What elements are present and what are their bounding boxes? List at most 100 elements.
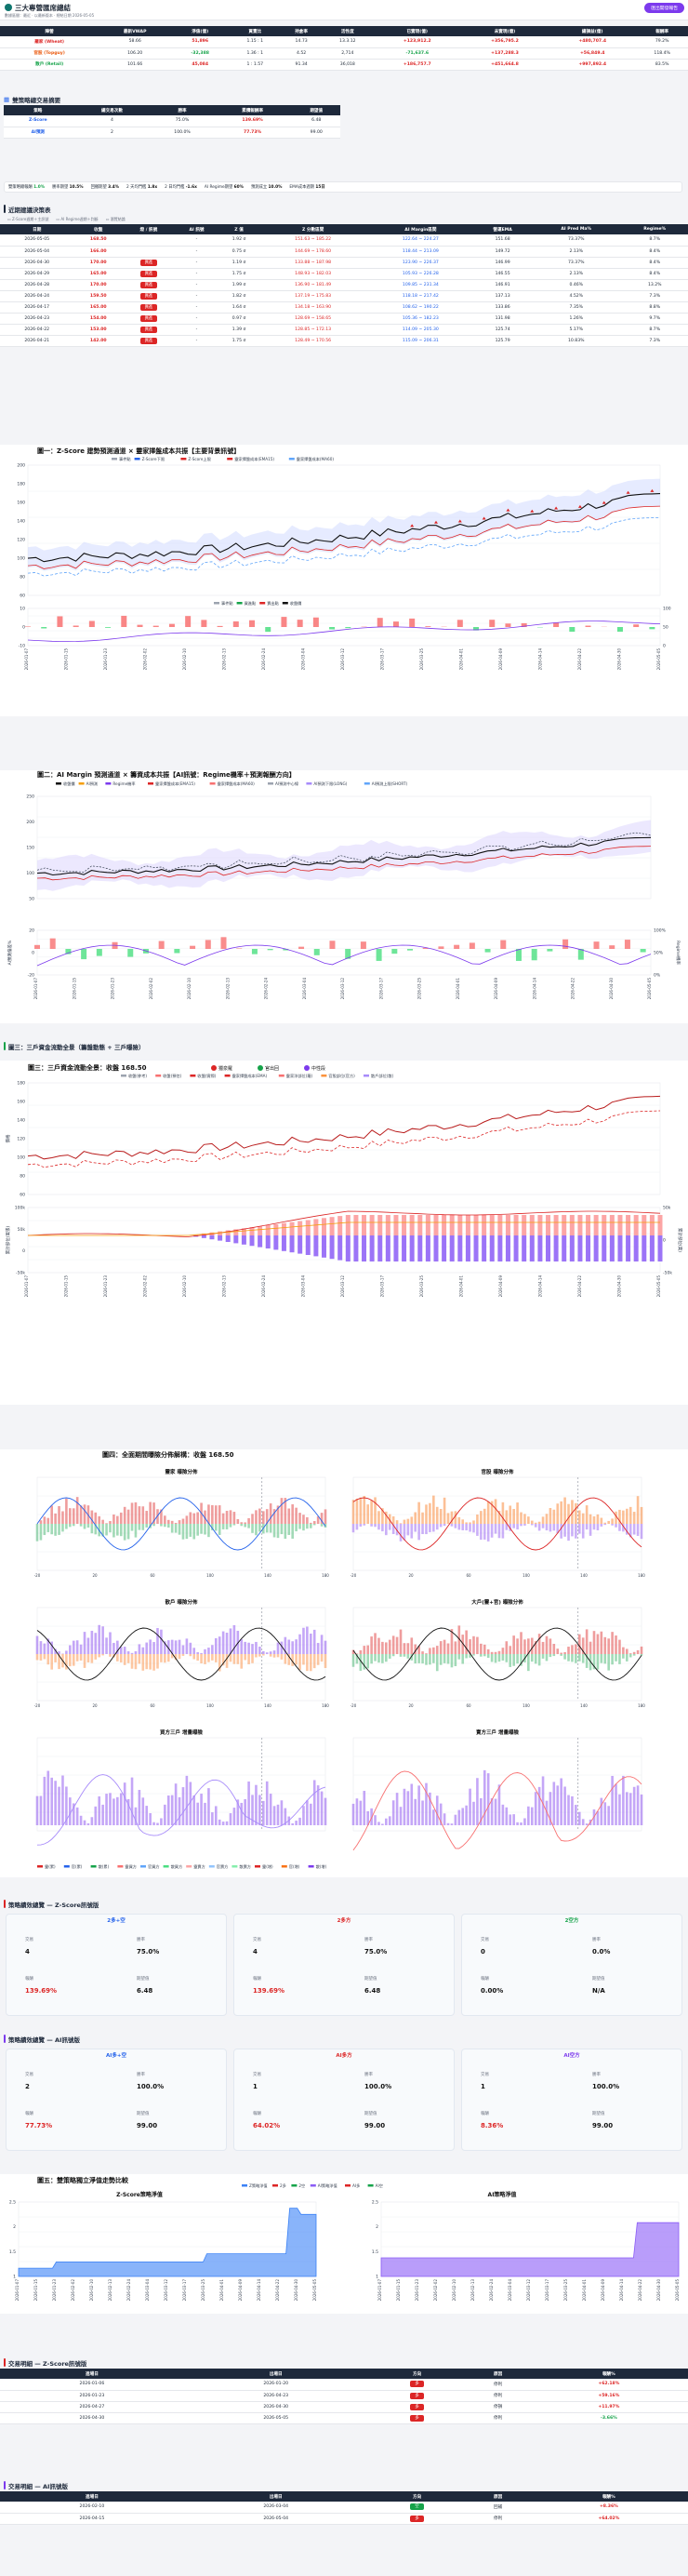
exposure-bar — [302, 1515, 305, 1524]
exposure-bar — [134, 1502, 138, 1524]
exposure-bar — [101, 1804, 104, 1825]
exposure-bar — [149, 1639, 152, 1654]
exposure-bar — [75, 1807, 79, 1825]
tab-label[interactable]: 官出回 — [265, 1065, 279, 1072]
exposure-bar — [432, 1654, 435, 1663]
exposure-bar — [626, 1792, 628, 1825]
tab-label[interactable]: 獵泉羅 — [218, 1065, 232, 1072]
exposure-bar — [298, 1817, 301, 1825]
zscore-bar — [345, 627, 351, 629]
tick-label: 2026-02-24 — [264, 978, 269, 1000]
export-button[interactable]: 匯出開發報告 — [644, 3, 684, 13]
zscore-bar — [456, 620, 463, 627]
tick-label: 2026-02-24 — [126, 2279, 131, 2302]
ai-bar — [515, 949, 522, 961]
exposure-bar — [109, 1524, 112, 1533]
exposure-bar — [603, 1524, 607, 1526]
tick-label: 2026-03-17 — [380, 648, 385, 671]
stat-item: 勝率期望 10.5% — [52, 184, 83, 190]
exposure-bar — [391, 1515, 395, 1524]
exposure-bar — [58, 1505, 60, 1524]
table-cell: 多 — [367, 2379, 467, 2391]
exposure-bar — [54, 1654, 57, 1662]
exposure-bar — [385, 1642, 388, 1654]
exposure-bar — [534, 1640, 537, 1654]
legend-swatch — [112, 458, 117, 460]
exposure-bar — [377, 1511, 380, 1524]
tick-label: 100 — [663, 607, 671, 612]
legend-swatch — [186, 1865, 192, 1868]
table-cell: 105.93 ~ 226.28 — [366, 268, 475, 280]
flow-bar-down — [473, 1235, 479, 1261]
table-cell: -71,637.6 — [373, 47, 461, 60]
exposure-bar — [439, 1524, 443, 1528]
table-cell: 73.37% — [531, 234, 622, 247]
exposure-bar — [381, 1823, 384, 1825]
flow-bar-up — [409, 1215, 415, 1235]
tick-label: 100 — [206, 1573, 214, 1578]
perf-key: 交易 — [253, 1938, 261, 1942]
tick-label: 2026-03-25 — [201, 2279, 205, 2302]
table-cell: 6.48 — [292, 115, 340, 127]
tick-label: -20 — [28, 973, 34, 979]
exposure-bar — [272, 1650, 276, 1654]
exposure-bar — [232, 1624, 236, 1654]
legend-label: AI預測上限(SHORT) — [372, 781, 408, 787]
table-cell: 75.0% — [152, 115, 213, 127]
exposure-bar — [280, 1524, 284, 1535]
exposure-bar — [174, 1524, 178, 1533]
table-cell: 4 — [72, 115, 152, 127]
exposure-bar — [374, 1633, 377, 1654]
exposure-bar — [50, 1777, 53, 1825]
exposure-bar — [406, 1791, 410, 1825]
flow-bar-down — [505, 1235, 510, 1261]
exposure-bar — [509, 1654, 512, 1667]
table-cell: 4.52 — [281, 47, 322, 60]
exposure-bar — [410, 1783, 414, 1825]
tab-label[interactable]: 中性段 — [311, 1065, 325, 1072]
exposure-bar — [640, 1654, 643, 1656]
exposure-bar — [207, 1654, 210, 1662]
flow-bar-down — [241, 1235, 246, 1245]
exposure-bar — [618, 1639, 621, 1654]
exposure-bar — [575, 1805, 577, 1825]
exposure-bar — [577, 1634, 581, 1654]
exposure-bar — [388, 1514, 391, 1524]
exposure-bar — [509, 1505, 512, 1524]
tick-label: 2.5 — [9, 2200, 16, 2206]
exposure-bar — [69, 1524, 72, 1528]
exposure-bar — [90, 1654, 94, 1663]
exposure-bar — [399, 1629, 403, 1654]
column-header: 陣營 — [0, 26, 99, 36]
flow-bar-up — [425, 1215, 430, 1235]
axis-label: 累計部位(萬) — [677, 1228, 683, 1252]
tick-label: 140 — [580, 1573, 588, 1578]
ai-bar — [329, 941, 336, 949]
exposure-bar — [450, 1629, 454, 1654]
tick-label: 140 — [580, 1703, 588, 1708]
tab-dot[interactable] — [258, 1065, 263, 1071]
panel-title: 散戶 曝險分佈 — [165, 1598, 198, 1606]
table-cell: 1.99 σ — [218, 279, 259, 291]
direction-badge: 多 — [410, 2403, 424, 2410]
exposure-bar — [178, 1654, 181, 1660]
exposure-bar — [204, 1802, 206, 1825]
flow-bar-up — [449, 1215, 455, 1235]
exposure-bar — [287, 1639, 291, 1654]
table-cell: +64.02% — [529, 2513, 688, 2525]
flow-bar-up — [513, 1215, 519, 1235]
perf-value: 4 — [25, 1948, 30, 1955]
exposure-bar — [589, 1514, 592, 1524]
ai-bar — [391, 949, 398, 954]
legend-label: Z-Score下限 — [142, 456, 165, 462]
exposure-bar — [472, 1524, 475, 1533]
table-cell: +59.16% — [529, 2390, 688, 2402]
buy-marker — [410, 524, 415, 527]
tab-dot[interactable] — [211, 1065, 217, 1071]
tick-label: 2 — [376, 2224, 378, 2230]
tab-dot[interactable] — [304, 1065, 310, 1071]
exposure-bar — [417, 1654, 420, 1663]
flow-bar-up — [369, 1215, 375, 1235]
exposure-bar — [585, 1505, 589, 1524]
exposure-bar — [381, 1654, 384, 1663]
